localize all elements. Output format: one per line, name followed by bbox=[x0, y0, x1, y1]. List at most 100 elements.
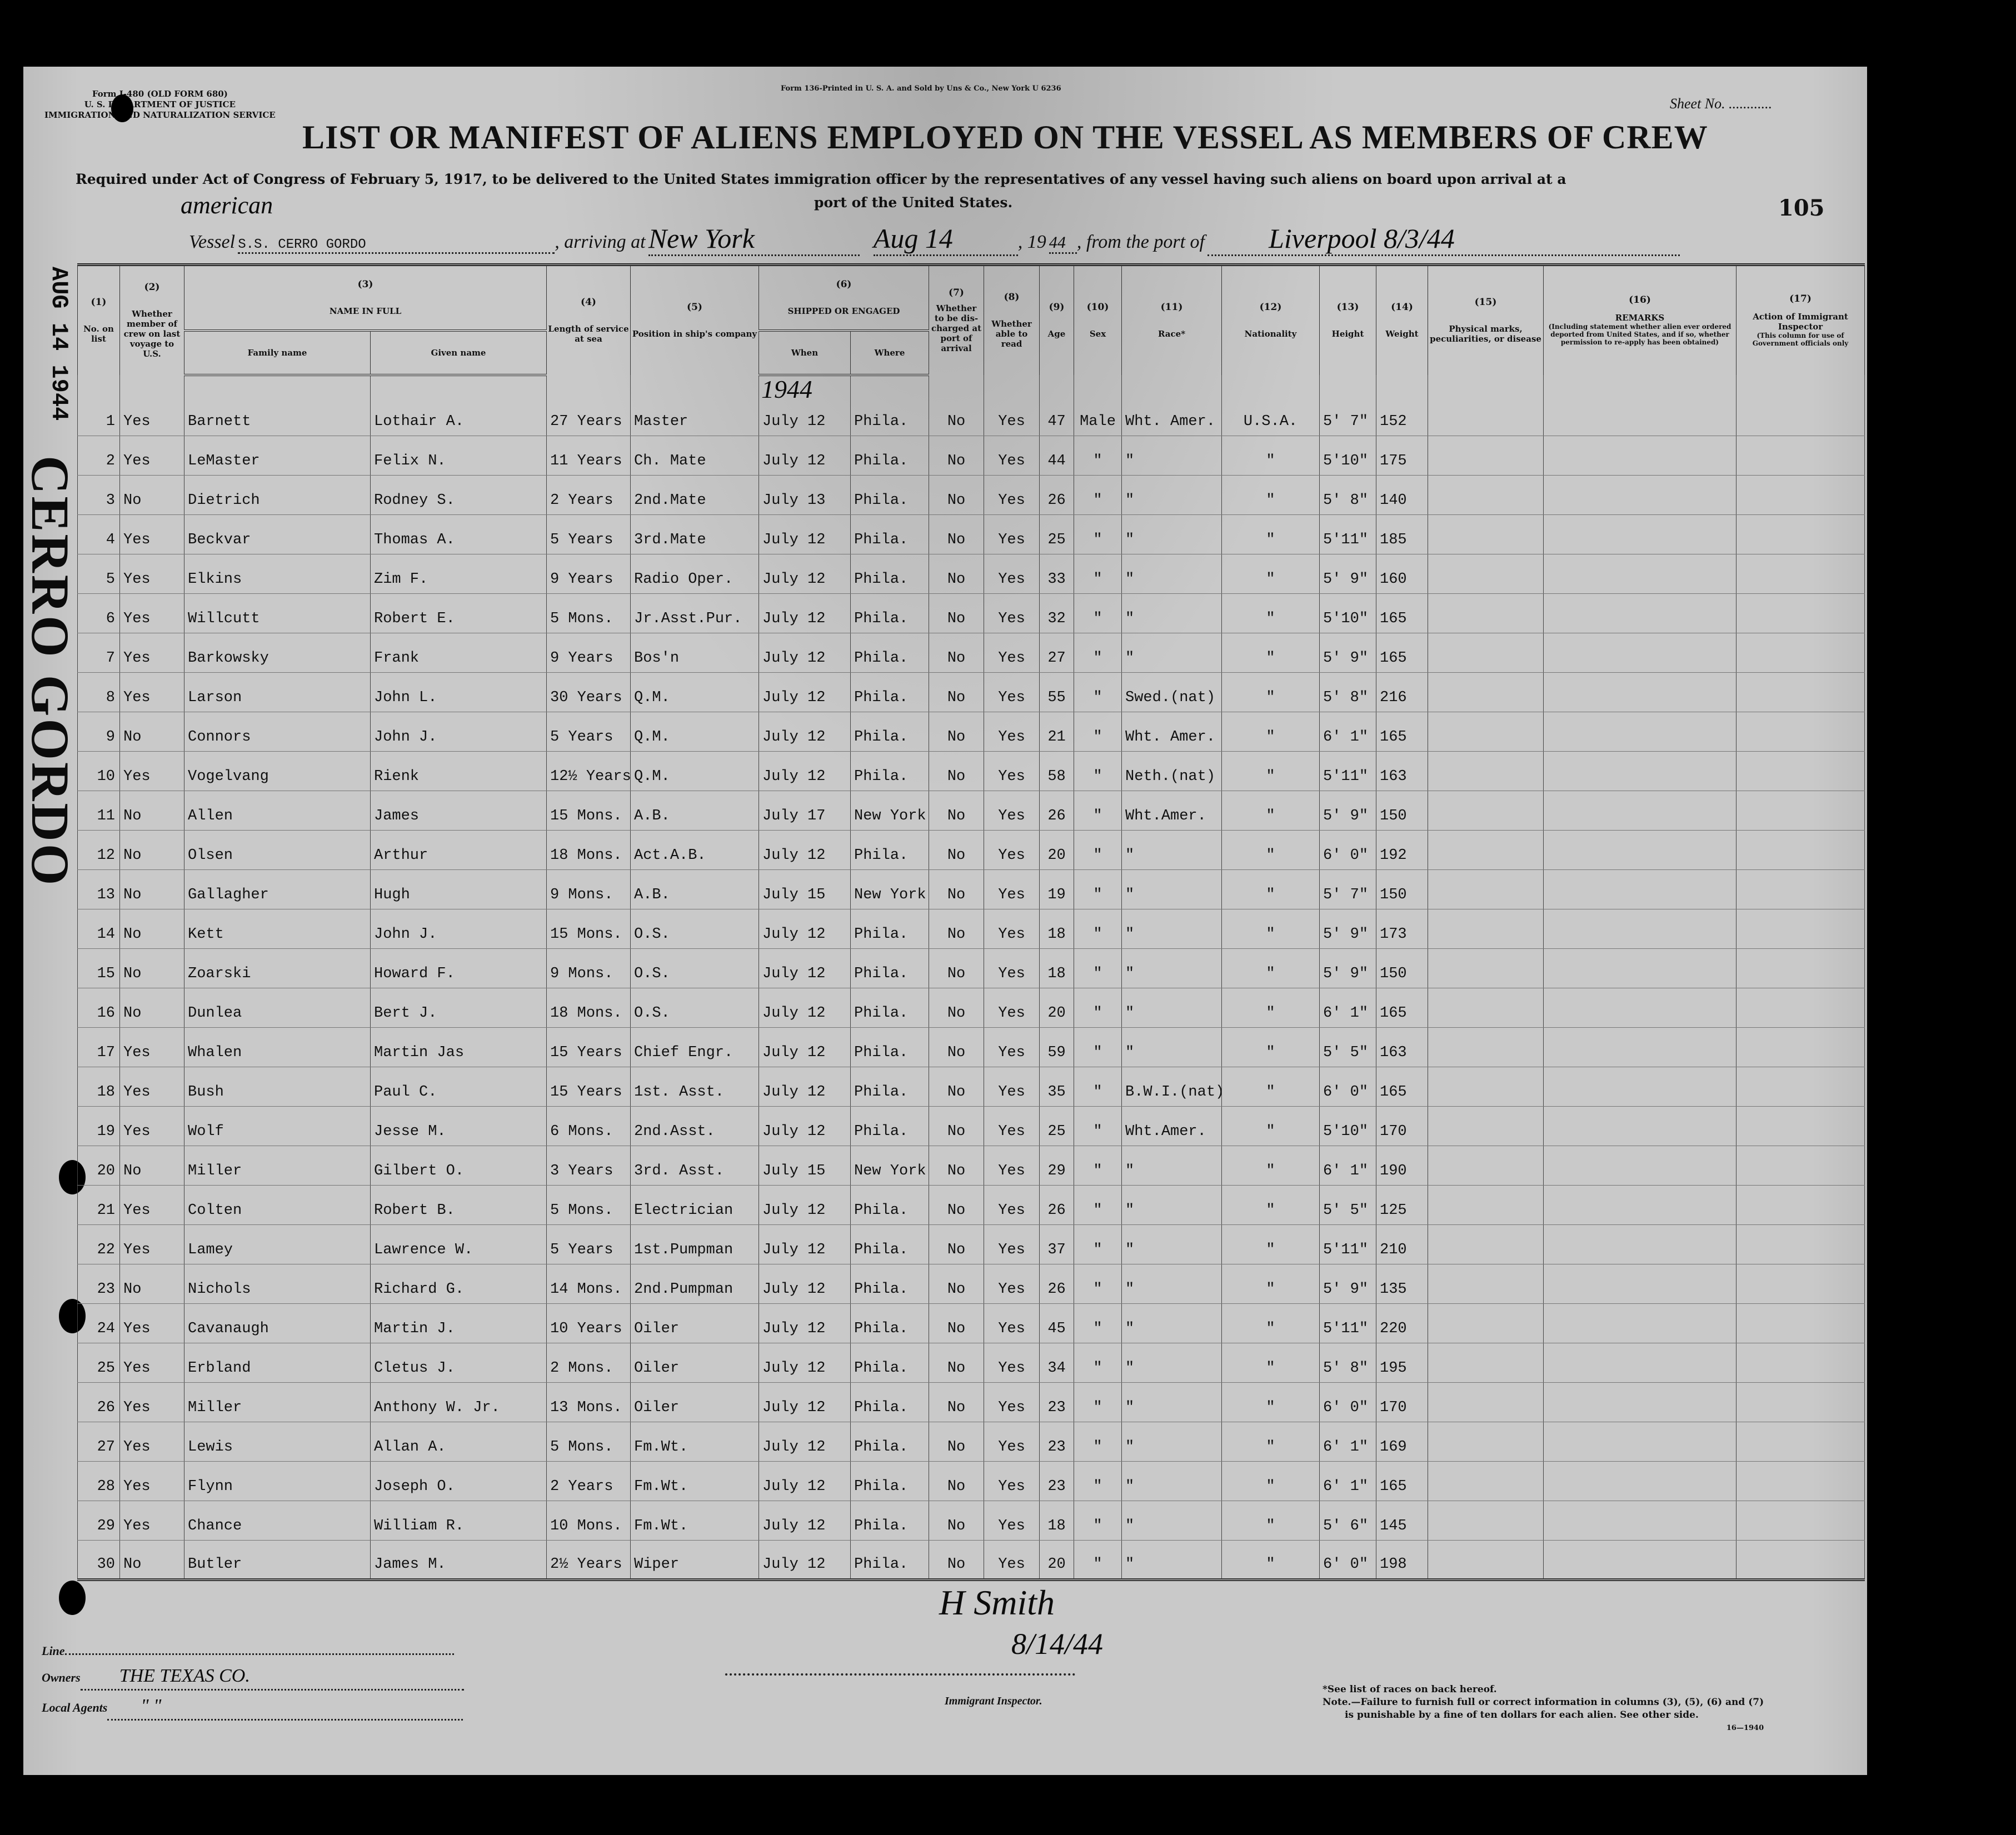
cell-physical-marks bbox=[1428, 1224, 1544, 1264]
cell-weight: 170 bbox=[1376, 1382, 1428, 1422]
cell-given-name: Gilbert O. bbox=[370, 1146, 547, 1186]
cell-remarks bbox=[1543, 633, 1736, 673]
cell-height: 5'11" bbox=[1319, 514, 1376, 554]
cell-able-to-read: Yes bbox=[984, 1382, 1040, 1422]
cell-height: 5' 9" bbox=[1319, 554, 1376, 594]
vessel-nationality: american bbox=[181, 192, 273, 219]
cell-nationality: " bbox=[1221, 948, 1320, 988]
cell-shipped-when: July 12 bbox=[759, 514, 851, 554]
cell-family-name: Flynn bbox=[184, 1461, 371, 1501]
col-age-header: (9) Age bbox=[1039, 263, 1074, 375]
cell-shipped-when: July 12 bbox=[759, 1067, 851, 1107]
cell-sex: " bbox=[1074, 988, 1122, 1028]
col-length-header: (4) Length of service at sea bbox=[546, 263, 631, 375]
cell-remarks bbox=[1543, 1303, 1736, 1343]
cell-height: 5' 9" bbox=[1319, 791, 1376, 831]
cell-discharged: No bbox=[929, 1540, 984, 1581]
cell-nationality: " bbox=[1221, 869, 1320, 909]
cell-position: Q.M. bbox=[630, 712, 759, 752]
cell-nationality: " bbox=[1221, 1146, 1320, 1186]
cell-able-to-read: Yes bbox=[984, 1422, 1040, 1462]
cell-inspector-action bbox=[1736, 1027, 1865, 1067]
cell-family-name: Zoarski bbox=[184, 948, 371, 988]
cell-age: 26 bbox=[1039, 791, 1074, 831]
cell-inspector-action bbox=[1736, 1146, 1865, 1186]
cell-shipped-where: Phila. bbox=[850, 1106, 929, 1146]
cell-member-last-voyage: No bbox=[119, 988, 184, 1028]
cell-height: 5' 9" bbox=[1319, 909, 1376, 949]
cell-height: 6' 1" bbox=[1319, 1422, 1376, 1462]
race-note: *See list of races on back hereof. bbox=[1323, 1684, 1497, 1695]
cell-shipped-when: July 12 bbox=[759, 1106, 851, 1146]
cell-inspector-action bbox=[1736, 374, 1865, 436]
cell-sex: " bbox=[1074, 712, 1122, 752]
table-row: 28 Yes Flynn Joseph O. 2 Years Fm.Wt. July 12 P… bbox=[77, 1461, 1865, 1501]
cell-length-of-service: 5 Mons. bbox=[546, 1422, 631, 1462]
cell-no: 1 bbox=[77, 374, 120, 436]
cell-race: Neth.(nat) bbox=[1121, 751, 1222, 791]
col-given-name-header: Given name bbox=[370, 330, 547, 376]
cell-position: Act.A.B. bbox=[630, 830, 759, 870]
cell-height: 5' 8" bbox=[1319, 1343, 1376, 1383]
cell-shipped-where: Phila. bbox=[850, 554, 929, 594]
cell-shipped-where: Phila. bbox=[850, 475, 929, 515]
cell-nationality: " bbox=[1221, 1224, 1320, 1264]
cell-sex: " bbox=[1074, 1027, 1122, 1067]
table-row: 21 Yes Colten Robert B. 5 Mons. Electrician Ju… bbox=[77, 1185, 1865, 1225]
cell-family-name: Butler bbox=[184, 1540, 371, 1581]
cell-position: Electrician bbox=[630, 1185, 759, 1225]
cell-weight: 210 bbox=[1376, 1224, 1428, 1264]
cell-position: 1st. Asst. bbox=[630, 1067, 759, 1107]
cell-age: 18 bbox=[1039, 948, 1074, 988]
cell-position: A.B. bbox=[630, 869, 759, 909]
vessel-label: Vessel bbox=[189, 232, 236, 252]
from-port-label: , from the port of bbox=[1076, 232, 1205, 252]
cell-position: Fm.Wt. bbox=[630, 1422, 759, 1462]
cell-member-last-voyage: Yes bbox=[119, 593, 184, 633]
cell-given-name: Richard G. bbox=[370, 1264, 547, 1304]
cell-member-last-voyage: Yes bbox=[119, 1106, 184, 1146]
cell-no: 12 bbox=[77, 830, 120, 870]
cell-discharged: No bbox=[929, 374, 984, 436]
cell-sex: " bbox=[1074, 869, 1122, 909]
table-row: 22 Yes Lamey Lawrence W. 5 Years 1st.Pumpman J… bbox=[77, 1224, 1865, 1264]
cell-height: 5' 5" bbox=[1319, 1027, 1376, 1067]
cell-position: Q.M. bbox=[630, 751, 759, 791]
cell-length-of-service: 11 Years bbox=[546, 436, 631, 476]
cell-length-of-service: 6 Mons. bbox=[546, 1106, 631, 1146]
arrival-date: Aug 14 bbox=[873, 222, 1018, 256]
cell-discharged: No bbox=[929, 712, 984, 752]
cell-position: Oiler bbox=[630, 1303, 759, 1343]
cell-length-of-service: 2 Years bbox=[546, 475, 631, 515]
cell-able-to-read: Yes bbox=[984, 1461, 1040, 1501]
cell-age: 23 bbox=[1039, 1382, 1074, 1422]
cell-inspector-action bbox=[1736, 514, 1865, 554]
margin-date-stamp: AUG 14 1944 bbox=[46, 267, 72, 421]
cell-shipped-where: Phila. bbox=[850, 1343, 929, 1383]
cell-remarks bbox=[1543, 948, 1736, 988]
cell-length-of-service: 2 Years bbox=[546, 1461, 631, 1501]
cell-height: 5' 9" bbox=[1319, 633, 1376, 673]
local-agents-label: Local Agents bbox=[42, 1701, 108, 1714]
cell-shipped-when: July 12 bbox=[759, 1422, 851, 1462]
cell-age: 32 bbox=[1039, 593, 1074, 633]
cell-shipped-when: July 17 bbox=[759, 791, 851, 831]
cell-family-name: Barkowsky bbox=[184, 633, 371, 673]
cell-family-name: Lamey bbox=[184, 1224, 371, 1264]
cell-age: 29 bbox=[1039, 1146, 1074, 1186]
cell-remarks bbox=[1543, 1422, 1736, 1462]
cell-shipped-when: July 12 bbox=[759, 1185, 851, 1225]
col-action-header: (17) Action of Immigrant Inspector (This c… bbox=[1736, 263, 1865, 375]
cell-height: 5' 7" bbox=[1319, 869, 1376, 909]
cell-race: Wht.Amer. bbox=[1121, 1106, 1222, 1146]
col-discharged-header: (7) Whether to be dis-charged at port of … bbox=[929, 263, 984, 375]
cell-height: 6' 1" bbox=[1319, 988, 1376, 1028]
cell-race: " bbox=[1121, 475, 1222, 515]
cell-position: Master bbox=[630, 374, 759, 436]
cell-inspector-action bbox=[1736, 436, 1865, 476]
cell-race: " bbox=[1121, 1382, 1222, 1422]
cell-physical-marks bbox=[1428, 514, 1544, 554]
cell-inspector-action bbox=[1736, 1540, 1865, 1581]
cell-age: 55 bbox=[1039, 672, 1074, 712]
cell-shipped-where: Phila. bbox=[850, 751, 929, 791]
